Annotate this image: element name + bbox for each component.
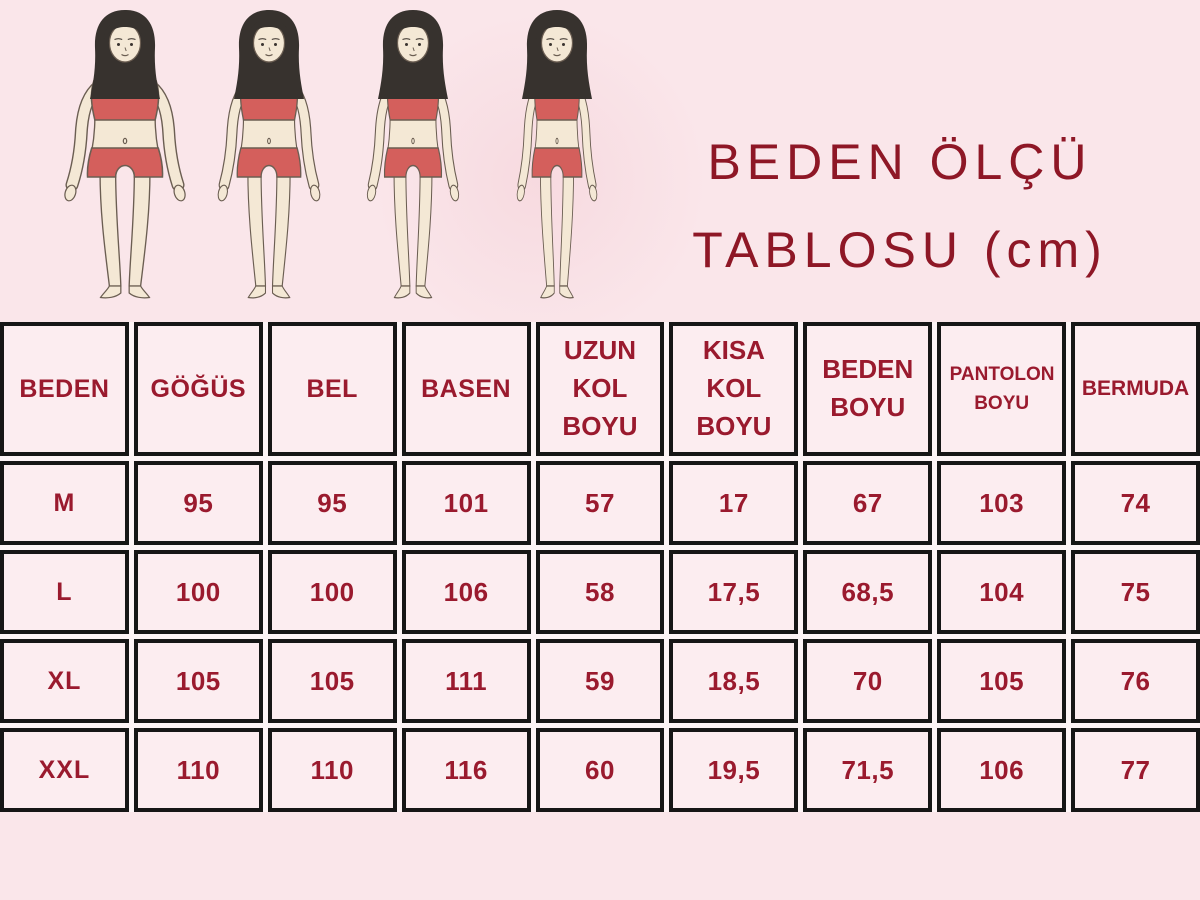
table-cell: 77 <box>1071 728 1200 812</box>
size-label-m: M <box>0 461 129 545</box>
table-cell: 95 <box>133 461 263 545</box>
table-cell: 17 <box>669 461 799 545</box>
header-cell-pantolon-boyu: PANTOLON BOYU <box>937 322 1067 456</box>
table-cell: 17,5 <box>669 550 799 634</box>
table-cell: 101 <box>401 461 531 545</box>
header-cell-kisa-kol-boyu: KISA KOL BOYU <box>669 322 799 456</box>
table-cell: 105 <box>937 639 1067 723</box>
table-cell: 103 <box>937 461 1067 545</box>
table-cell: 106 <box>937 728 1067 812</box>
body-figures-row <box>55 6 627 306</box>
page-title: BEDEN ÖLÇÜ TABLOSU (cm) <box>640 118 1160 294</box>
table-cell: 18,5 <box>669 639 799 723</box>
size-table: BEDEN GÖĞÜS BEL BASEN UZUN KOL BOYU KISA… <box>0 322 1200 812</box>
woman-body-full-icon <box>199 9 339 306</box>
table-cell: 57 <box>535 461 665 545</box>
header-cell-beden-boyu: BEDEN BOYU <box>803 322 933 456</box>
table-cell: 110 <box>267 728 397 812</box>
size-label-xl: XL <box>0 639 129 723</box>
table-cell: 76 <box>1071 639 1200 723</box>
table-cell: 105 <box>267 639 397 723</box>
header-cell-basen: BASEN <box>401 322 531 456</box>
table-cell: 105 <box>133 639 263 723</box>
table-cell: 58 <box>535 550 665 634</box>
table-cell: 100 <box>133 550 263 634</box>
table-cell: 100 <box>267 550 397 634</box>
table-cell: 68,5 <box>803 550 933 634</box>
woman-body-curvy-icon <box>55 9 195 306</box>
table-cell: 104 <box>937 550 1067 634</box>
table-cell: 19,5 <box>669 728 799 812</box>
header-cell-bermuda: BERMUDA <box>1071 322 1200 456</box>
size-label-l: L <box>0 550 129 634</box>
header-cell-bel: BEL <box>267 322 397 456</box>
table-cell: 111 <box>401 639 531 723</box>
table-cell: 59 <box>535 639 665 723</box>
header-cell-uzun-kol-boyu: UZUN KOL BOYU <box>535 322 665 456</box>
page-title-line2: TABLOSU (cm) <box>692 222 1108 278</box>
header-cell-gogus: GÖĞÜS <box>133 322 263 456</box>
header-cell-beden: BEDEN <box>0 322 129 456</box>
table-cell: 74 <box>1071 461 1200 545</box>
woman-body-regular-icon <box>343 9 483 306</box>
table-cell: 110 <box>133 728 263 812</box>
table-cell: 67 <box>803 461 933 545</box>
table-cell: 106 <box>401 550 531 634</box>
table-cell: 71,5 <box>803 728 933 812</box>
table-cell: 70 <box>803 639 933 723</box>
table-cell: 116 <box>401 728 531 812</box>
table-cell: 95 <box>267 461 397 545</box>
page-title-line1: BEDEN ÖLÇÜ <box>707 134 1093 190</box>
table-cell: 60 <box>535 728 665 812</box>
woman-body-slim-icon <box>487 9 627 306</box>
size-label-xxl: XXL <box>0 728 129 812</box>
table-cell: 75 <box>1071 550 1200 634</box>
